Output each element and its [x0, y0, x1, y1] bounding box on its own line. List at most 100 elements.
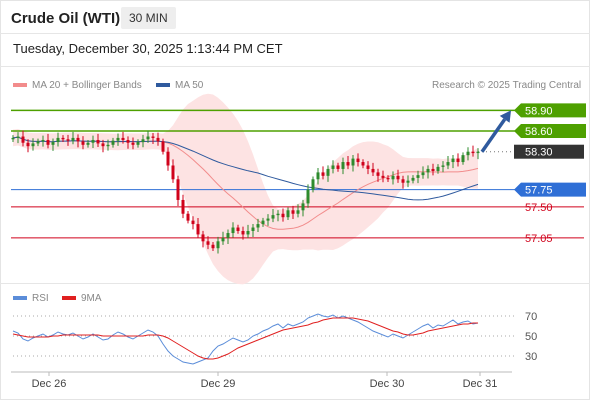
- candle: [26, 142, 30, 147]
- datetime-label: Tuesday, December 30, 2025 1:13:44 PM CE…: [13, 41, 283, 56]
- candle: [221, 237, 225, 242]
- legend-ma50-label: MA 50: [175, 80, 204, 91]
- candle: [56, 137, 60, 143]
- candle: [276, 213, 280, 216]
- candle: [31, 143, 35, 147]
- ma50-line: [12, 136, 479, 201]
- candle: [231, 227, 235, 234]
- candle: [11, 137, 15, 140]
- candle: [371, 168, 375, 173]
- rsi-swatch: [13, 296, 27, 301]
- candle: [81, 141, 85, 145]
- candle: [451, 158, 455, 163]
- candle: [146, 136, 150, 140]
- candle: [186, 213, 190, 221]
- candle: [281, 213, 285, 218]
- candle: [381, 175, 385, 178]
- candle: [326, 168, 330, 176]
- candle: [286, 210, 290, 218]
- candle: [266, 218, 270, 221]
- candle: [461, 155, 465, 163]
- rsi-tick-2: 30: [525, 351, 537, 363]
- candle: [356, 158, 360, 163]
- candle: [201, 234, 205, 242]
- candle: [96, 139, 100, 144]
- candle: [76, 137, 80, 142]
- current-price-tag: [514, 144, 584, 159]
- legend-rsi-label: RSI: [32, 293, 49, 304]
- candle: [16, 136, 20, 138]
- candle: [401, 179, 405, 183]
- candle: [331, 165, 335, 169]
- legend-rsi: RSI: [13, 293, 49, 304]
- candle: [416, 175, 420, 178]
- resistance-tag-1: [514, 124, 586, 139]
- candle: [226, 233, 230, 238]
- candle: [396, 175, 400, 180]
- resistance-tag-0: [514, 103, 586, 118]
- candle: [441, 165, 445, 167]
- pivot-label-3: 57.75: [525, 185, 553, 197]
- ma20-swatch: [13, 83, 27, 88]
- support-label-4: 57.50: [525, 202, 553, 214]
- candle: [71, 137, 75, 141]
- candle: [291, 210, 295, 214]
- candle: [406, 180, 410, 183]
- candle: [341, 162, 345, 169]
- header-divider: [0, 33, 590, 34]
- panel-divider: [0, 283, 590, 284]
- candle: [216, 241, 220, 249]
- candle: [386, 177, 390, 180]
- instrument-title: Crude Oil (WTI): [11, 10, 121, 27]
- candle: [116, 137, 120, 141]
- candle: [236, 227, 240, 231]
- ma50-swatch: [156, 83, 170, 88]
- candle: [246, 230, 250, 235]
- candle: [321, 172, 325, 176]
- legend-ma20: MA 20 + Bollinger Bands: [13, 80, 142, 91]
- price-panel: 58.90 58.60 58.30 57.75 57.50 57.05: [11, 93, 586, 285]
- candle: [141, 139, 145, 143]
- candle: [306, 189, 310, 204]
- candle: [36, 141, 40, 144]
- resistance-label-0: 58.90: [525, 105, 553, 117]
- candle: [151, 136, 155, 138]
- candle: [191, 220, 195, 225]
- candle: [196, 224, 200, 235]
- current-price-label: 58.30: [525, 147, 553, 159]
- candle: [261, 220, 265, 225]
- candle: [336, 165, 340, 169]
- x-tick-label-0: Dec 26: [32, 378, 67, 390]
- candle: [206, 241, 210, 245]
- timeframe-button[interactable]: 30 MIN: [121, 7, 176, 29]
- legend-ma20-label: MA 20 + Bollinger Bands: [32, 80, 142, 91]
- candle: [476, 151, 480, 154]
- rsi-tick-1: 50: [525, 331, 537, 343]
- rsi-ma-swatch: [62, 296, 76, 301]
- candle: [256, 224, 260, 228]
- candle: [471, 151, 475, 154]
- projection-arrow: [480, 118, 507, 153]
- pivot-tag-3: [514, 182, 586, 197]
- candle: [91, 139, 95, 143]
- candle: [176, 179, 180, 200]
- candle: [51, 142, 55, 145]
- candle: [311, 179, 315, 190]
- rsi-ma-line: [12, 317, 478, 360]
- candle: [456, 158, 460, 163]
- projection-arrowhead: [499, 110, 511, 123]
- candle: [411, 177, 415, 181]
- candle: [166, 151, 170, 166]
- candle: [301, 203, 305, 211]
- resistance-label-1: 58.60: [525, 126, 553, 138]
- x-axis: Dec 26 Dec 29 Dec 30 Dec 31: [11, 371, 512, 390]
- candle: [46, 139, 50, 145]
- candle: [66, 139, 70, 141]
- candle: [366, 165, 370, 169]
- legend-rsi-ma: 9MA: [62, 293, 102, 304]
- legend-ma50: MA 50: [156, 80, 203, 91]
- candle: [106, 144, 110, 147]
- candle: [131, 142, 135, 145]
